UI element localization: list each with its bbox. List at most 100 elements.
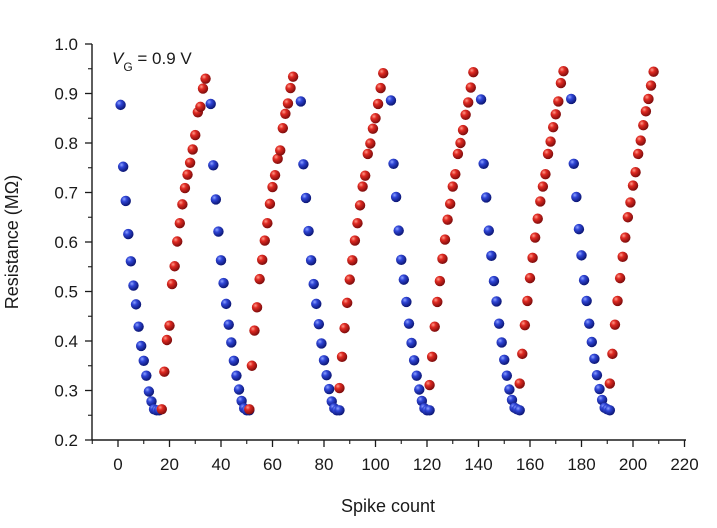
- blue-data-point: [385, 95, 397, 106]
- red-data-point: [172, 236, 183, 247]
- red-data-point: [370, 113, 381, 124]
- blue-data-point: [414, 384, 425, 395]
- red-data-point: [184, 157, 196, 168]
- blue-data-point: [424, 405, 435, 416]
- red-data-point: [251, 302, 263, 313]
- red-data-point: [190, 129, 201, 141]
- blue-data-point: [138, 355, 149, 366]
- red-data-point: [375, 82, 386, 94]
- blue-data-point: [305, 255, 317, 266]
- red-data-point: [179, 182, 191, 194]
- red-data-point: [547, 121, 559, 133]
- blue-data-point: [220, 298, 232, 310]
- blue-data-point: [218, 277, 229, 289]
- red-data-point: [540, 168, 551, 180]
- blue-data-point: [396, 254, 407, 266]
- red-data-point: [341, 297, 353, 309]
- blue-data-point: [295, 96, 307, 107]
- blue-data-point: [233, 384, 245, 395]
- gate-voltage-annotation: VG = 0.9 V: [112, 49, 192, 74]
- red-data-point: [257, 254, 268, 266]
- blue-data-point: [390, 191, 402, 203]
- red-data-point: [468, 67, 479, 78]
- y-tick-label: 0.3: [54, 382, 78, 401]
- red-data-point: [545, 136, 556, 147]
- blue-data-point: [493, 318, 505, 329]
- blue-data-point: [223, 319, 234, 330]
- red-data-point: [182, 169, 193, 180]
- red-data-point: [272, 153, 283, 165]
- red-data-point: [195, 101, 206, 113]
- x-tick-label: 120: [413, 455, 441, 474]
- red-data-point: [437, 253, 448, 265]
- blue-data-point: [388, 158, 399, 169]
- blue-data-point: [143, 386, 155, 397]
- blue-data-point: [120, 195, 131, 207]
- red-data-point: [535, 196, 546, 207]
- y-tick-label: 0.2: [54, 431, 78, 450]
- blue-data-point: [584, 318, 595, 329]
- red-data-point: [360, 170, 371, 181]
- red-data-point: [187, 144, 198, 155]
- red-data-point: [378, 68, 389, 79]
- red-data-point: [643, 93, 654, 105]
- red-data-point: [465, 82, 476, 93]
- red-data-point: [529, 232, 541, 243]
- red-data-point: [349, 235, 361, 246]
- blue-data-point: [496, 337, 507, 348]
- red-data-point: [432, 296, 443, 308]
- red-data-point: [244, 404, 255, 415]
- x-tick-label: 160: [516, 455, 544, 474]
- blue-data-point: [226, 337, 237, 348]
- y-tick-label: 0.9: [54, 85, 78, 104]
- red-data-point: [463, 97, 474, 108]
- red-data-point: [362, 148, 373, 160]
- red-data-point: [259, 235, 270, 246]
- red-data-point: [365, 138, 376, 149]
- red-data-point: [357, 181, 368, 192]
- red-data-point: [287, 71, 299, 82]
- red-data-point: [434, 275, 446, 287]
- red-data-point: [372, 98, 384, 110]
- y-axis-ticks: 0.2 0.3 0.4 0.5 0.6 0.7 0.8 0.9 1.0: [54, 35, 92, 450]
- blue-data-point: [125, 256, 137, 267]
- x-tick-label: 100: [361, 455, 389, 474]
- x-tick-label: 80: [315, 455, 334, 474]
- blue-data-point: [403, 318, 415, 329]
- red-data-point: [275, 145, 286, 156]
- red-data-point: [439, 234, 451, 245]
- blue-data-point: [586, 336, 597, 348]
- blue-data-point: [398, 274, 410, 285]
- red-data-point: [344, 274, 355, 285]
- annotation-rest: = 0.9 V: [133, 49, 193, 68]
- y-tick-label: 0.6: [54, 233, 78, 252]
- red-data-point: [537, 181, 549, 192]
- red-data-point: [285, 82, 296, 94]
- blue-data-point: [311, 298, 322, 310]
- blue-data-point: [393, 225, 404, 236]
- x-tick-label: 20: [160, 455, 179, 474]
- red-data-point: [645, 80, 657, 91]
- x-tick-label: 0: [113, 455, 122, 474]
- red-data-point: [347, 255, 358, 266]
- blue-data-point: [591, 369, 603, 381]
- blue-data-point: [323, 383, 335, 395]
- red-data-point: [625, 197, 636, 208]
- blue-data-point: [401, 296, 412, 308]
- red-data-point: [553, 96, 564, 107]
- blue-data-point: [141, 370, 152, 381]
- red-data-point: [527, 252, 538, 264]
- red-data-point: [177, 199, 188, 210]
- blue-data-point: [566, 93, 577, 105]
- red-data-point: [635, 135, 646, 146]
- red-data-point: [612, 295, 623, 307]
- red-data-point: [267, 181, 278, 193]
- red-data-point: [607, 348, 618, 360]
- x-tick-label: 40: [212, 455, 231, 474]
- blue-data-point: [491, 296, 502, 307]
- red-data-point: [558, 66, 569, 77]
- red-data-point: [262, 217, 273, 229]
- red-data-point: [457, 124, 469, 136]
